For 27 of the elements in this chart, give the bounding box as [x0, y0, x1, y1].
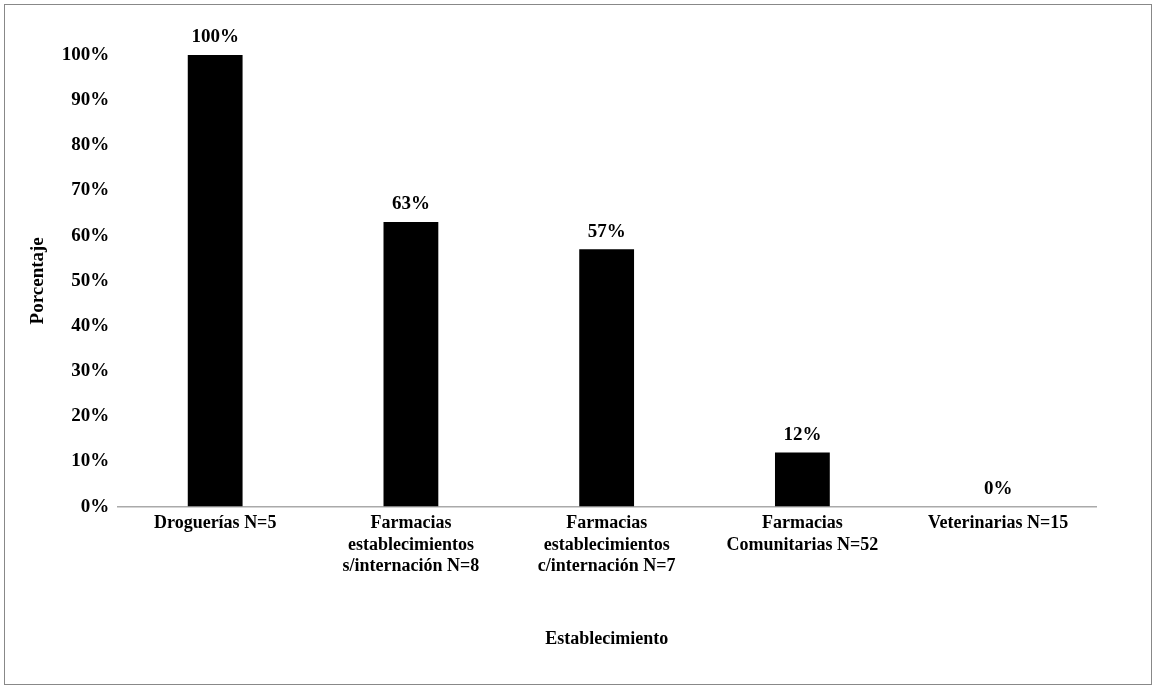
bar — [579, 249, 635, 507]
y-tick-label: 80% — [71, 133, 110, 155]
y-tick-label: 40% — [71, 313, 110, 335]
x-tick-label: Farmacias establecimientos s/internación N=8 — [342, 512, 480, 576]
y-tick-label: 100% — [61, 42, 110, 64]
y-tick-label: 0% — [80, 494, 110, 516]
y-tick-label: 50% — [71, 268, 110, 290]
y-tick-label: 10% — [71, 449, 110, 471]
data-label: 63% — [391, 192, 430, 214]
bar — [187, 55, 243, 507]
data-label: 12% — [783, 422, 822, 444]
y-tick-label: 70% — [71, 178, 110, 200]
y-tick-label: 30% — [71, 359, 110, 381]
x-tick-label: Veterinarias N=15 — [928, 512, 1069, 533]
x-tick-label: Farmacias establecimientos c/internación N=7 — [537, 512, 676, 576]
data-label: 100% — [191, 25, 239, 47]
x-tick-label: Farmacias Comunitarias N=52 — [726, 512, 879, 554]
x-tick-label: Droguerías N=5 — [153, 512, 277, 533]
y-axis-title: Porcentaje — [26, 237, 48, 325]
data-label: 0% — [983, 477, 1013, 499]
data-label: 57% — [587, 219, 626, 241]
y-tick-label: 20% — [71, 404, 110, 426]
bar — [383, 222, 439, 507]
bar — [774, 452, 830, 507]
y-tick-label: 90% — [71, 88, 110, 110]
x-axis-title: Establecimiento — [545, 627, 669, 648]
y-tick-label: 60% — [71, 223, 110, 245]
